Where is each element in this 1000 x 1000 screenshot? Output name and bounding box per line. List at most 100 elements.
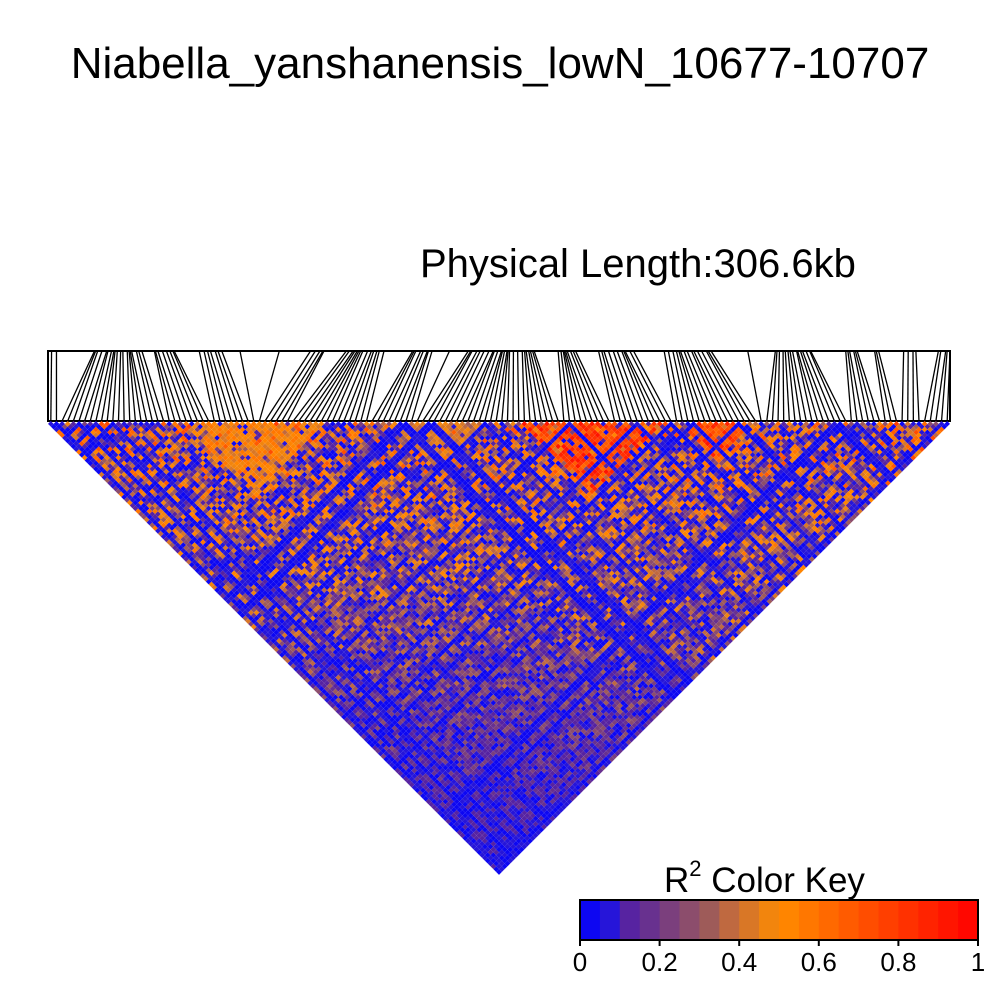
ld-cell bbox=[515, 815, 522, 822]
ld-cell bbox=[152, 485, 158, 492]
ld-cell bbox=[380, 731, 387, 737]
ld-cell bbox=[377, 683, 384, 689]
ld-cell bbox=[425, 747, 432, 754]
ld-cell bbox=[431, 770, 437, 777]
ld-cell bbox=[256, 550, 263, 557]
ld-cell bbox=[298, 604, 305, 610]
ld-cell bbox=[499, 815, 505, 822]
ld-cell bbox=[338, 666, 344, 672]
ld-cell bbox=[515, 849, 522, 856]
ld-cell bbox=[335, 680, 342, 686]
marker-line bbox=[873, 350, 886, 422]
ld-cell bbox=[476, 815, 483, 822]
ld-cell bbox=[420, 793, 426, 799]
ld-cell bbox=[420, 731, 426, 737]
ld-cell bbox=[132, 483, 139, 489]
ld-cell bbox=[428, 728, 435, 734]
ld-cell bbox=[115, 432, 122, 438]
ld-cell bbox=[267, 618, 274, 624]
ld-cell bbox=[214, 587, 220, 593]
ld-cell bbox=[459, 815, 466, 822]
ld-cell bbox=[248, 564, 254, 571]
marker-line bbox=[84, 350, 108, 422]
ld-cell bbox=[467, 812, 474, 819]
ld-cell bbox=[245, 601, 251, 608]
ld-cell bbox=[160, 516, 167, 523]
ld-cell bbox=[126, 437, 133, 444]
ld-cell bbox=[332, 671, 339, 678]
ld-cell bbox=[118, 423, 125, 430]
marker-line bbox=[122, 350, 125, 422]
ld-cell bbox=[380, 702, 387, 709]
ld-cell bbox=[439, 750, 446, 757]
ld-cell bbox=[473, 812, 480, 819]
ld-cell bbox=[321, 694, 328, 701]
marker-line bbox=[161, 350, 187, 422]
ld-cell bbox=[205, 550, 212, 557]
ld-cell bbox=[239, 612, 246, 619]
ld-cell bbox=[225, 519, 232, 526]
ld-cell bbox=[53, 426, 60, 433]
ld-cell bbox=[118, 480, 125, 486]
ld-cell bbox=[332, 683, 339, 689]
ld-cell bbox=[262, 635, 268, 641]
ld-cell bbox=[256, 556, 263, 562]
ld-cell bbox=[188, 494, 195, 500]
ld-cell bbox=[180, 474, 187, 481]
ld-cell bbox=[451, 790, 457, 796]
ld-cell bbox=[281, 621, 288, 627]
ld-cell bbox=[467, 778, 474, 785]
ld-cell bbox=[436, 747, 443, 754]
ld-cell bbox=[87, 454, 94, 461]
ld-cell bbox=[93, 426, 99, 433]
ld-cell bbox=[262, 601, 268, 608]
ld-cell bbox=[174, 547, 181, 554]
ld-cell bbox=[408, 719, 415, 726]
ld-cell bbox=[265, 621, 271, 627]
ld-cell bbox=[242, 559, 249, 565]
ld-cell bbox=[234, 561, 240, 568]
ld-cell bbox=[465, 809, 471, 816]
ld-cell bbox=[332, 700, 339, 706]
ld-cell bbox=[143, 505, 150, 512]
ld-cell bbox=[214, 547, 220, 554]
ld-cell bbox=[369, 691, 375, 698]
ld-cell bbox=[188, 499, 195, 506]
ld-cell bbox=[499, 838, 505, 844]
ld-cell bbox=[194, 533, 201, 540]
ld-cell bbox=[172, 471, 178, 478]
ld-cell bbox=[332, 632, 339, 639]
marker-line bbox=[112, 350, 118, 422]
ld-cell bbox=[453, 753, 460, 760]
ld-cell bbox=[101, 474, 108, 481]
ld-cell bbox=[391, 691, 398, 698]
ld-cell bbox=[473, 829, 480, 836]
ld-cell bbox=[132, 471, 139, 478]
ld-cell bbox=[141, 497, 147, 503]
ld-cell bbox=[115, 449, 122, 455]
ld-cell bbox=[431, 759, 437, 765]
ld-cell bbox=[124, 474, 130, 481]
ld-cell bbox=[265, 604, 271, 610]
ld-cell bbox=[186, 559, 192, 565]
ld-cell bbox=[132, 426, 139, 433]
ld-cell bbox=[417, 728, 423, 734]
ld-cell bbox=[310, 677, 316, 684]
ld-cell bbox=[98, 471, 105, 478]
ld-cell bbox=[479, 790, 485, 796]
ld-cell bbox=[383, 733, 390, 740]
ld-cell bbox=[504, 815, 511, 822]
ld-cell bbox=[487, 793, 494, 799]
ld-cell bbox=[250, 584, 257, 591]
ld-cell bbox=[422, 728, 429, 734]
ld-cell bbox=[298, 666, 305, 672]
ld-cell bbox=[332, 705, 339, 712]
ld-cell bbox=[318, 635, 325, 641]
ld-cell bbox=[143, 477, 150, 484]
ld-cell bbox=[380, 747, 387, 754]
ld-cell bbox=[293, 621, 299, 627]
ld-cell bbox=[166, 483, 173, 489]
ld-cell bbox=[287, 592, 294, 599]
ld-cell bbox=[343, 694, 350, 701]
ld-cell bbox=[352, 719, 359, 726]
